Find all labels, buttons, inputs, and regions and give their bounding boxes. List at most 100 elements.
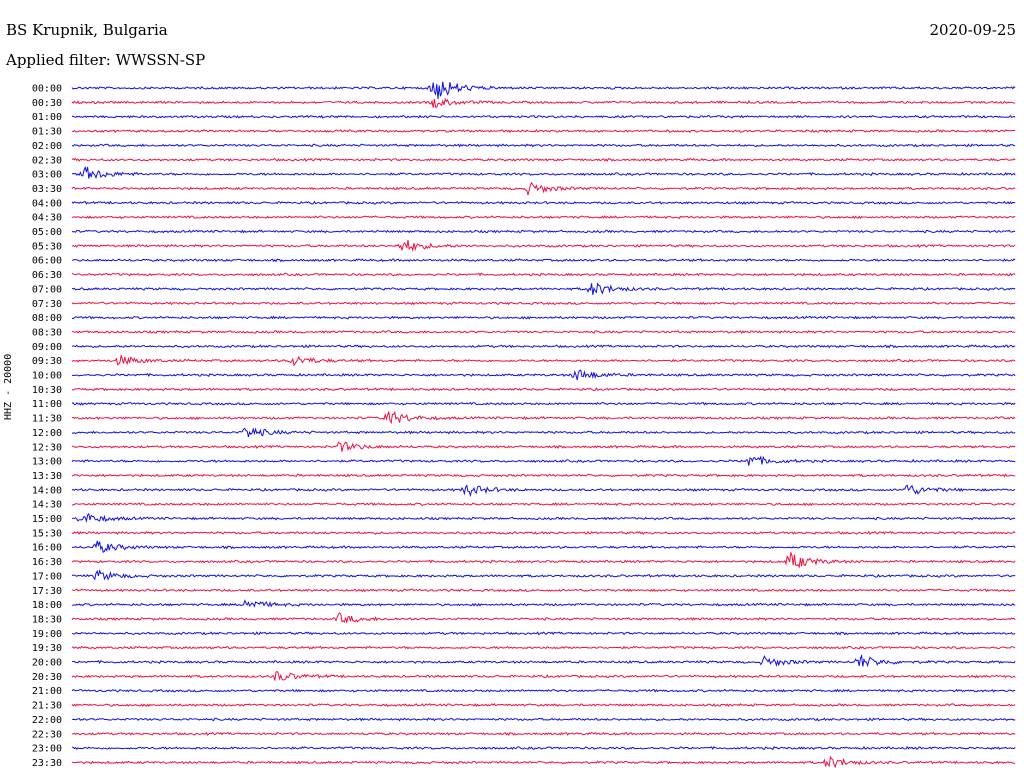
time-tick-label: 08:00	[32, 313, 62, 324]
time-tick-label: 07:30	[32, 299, 62, 310]
time-tick-label: 05:30	[32, 241, 62, 252]
time-tick-label: 19:00	[32, 629, 62, 640]
filter-label: Applied filter: WWSSN-SP	[6, 51, 206, 69]
trace-row	[71, 410, 1016, 425]
time-tick-label: 13:00	[32, 457, 62, 468]
time-tick-label: 16:00	[32, 543, 62, 554]
trace-row	[71, 369, 1016, 381]
trace-row	[71, 200, 1016, 205]
time-tick-label: 04:30	[32, 213, 62, 224]
time-tick-label: 21:30	[32, 701, 62, 712]
time-tick-label: 14:30	[32, 500, 62, 511]
time-tick-label: 21:00	[32, 686, 62, 697]
trace-row	[71, 229, 1016, 234]
trace-row	[71, 181, 1016, 196]
time-tick-label: 03:30	[32, 184, 62, 195]
time-tick-label: 18:30	[32, 614, 62, 625]
trace-row	[71, 717, 1016, 722]
trace-row	[71, 427, 1016, 438]
time-tick-labels: 00:00 00:30 01:00 01:30 02:00 02:30 03:00 03:30…	[32, 84, 62, 769]
trace-row	[71, 671, 1016, 681]
time-tick-label: 04:00	[32, 198, 62, 209]
time-tick-label: 01:00	[32, 112, 62, 123]
trace-row	[71, 81, 1016, 100]
trace-row	[71, 401, 1016, 406]
trace-row	[71, 745, 1016, 751]
trace-row	[71, 653, 1016, 668]
trace-row	[71, 97, 1016, 108]
time-tick-label: 00:30	[32, 98, 62, 109]
trace-row	[71, 512, 1016, 524]
time-tick-label: 23:30	[32, 758, 62, 769]
trace-row	[71, 114, 1016, 119]
trace-row	[71, 473, 1016, 478]
trace-row	[71, 157, 1016, 162]
time-tick-label: 12:30	[32, 442, 62, 453]
trace-row	[71, 612, 1016, 624]
trace-row	[71, 484, 1016, 498]
trace-row	[71, 387, 1016, 392]
date-label: 2020-09-25	[929, 21, 1016, 39]
trace-row	[71, 455, 1016, 466]
time-tick-label: 01:30	[32, 127, 62, 138]
trace-row	[71, 755, 1016, 769]
time-tick-label: 06:00	[32, 256, 62, 267]
time-tick-label: 19:30	[32, 643, 62, 654]
time-tick-label: 07:00	[32, 284, 62, 295]
trace-row	[71, 240, 1016, 252]
time-tick-label: 22:00	[32, 715, 62, 726]
trace-row	[71, 282, 1016, 295]
time-tick-label: 22:30	[32, 729, 62, 740]
trace-row	[71, 588, 1016, 593]
time-tick-label: 09:30	[32, 356, 62, 367]
trace-row	[71, 129, 1016, 134]
time-tick-label: 14:00	[32, 485, 62, 496]
time-tick-label: 20:00	[32, 658, 62, 669]
trace-row	[71, 731, 1016, 736]
trace-row	[71, 301, 1016, 306]
trace-row	[71, 631, 1016, 636]
trace-row	[71, 599, 1016, 608]
time-tick-label: 02:00	[32, 141, 62, 152]
trace-row	[71, 272, 1016, 277]
time-tick-label: 23:00	[32, 744, 62, 755]
trace-row	[71, 329, 1016, 335]
station-title: BS Krupnik, Bulgaria	[6, 21, 168, 39]
trace-row	[71, 165, 1016, 179]
trace-row	[71, 569, 1016, 581]
time-tick-label: 12:00	[32, 428, 62, 439]
trace-row	[71, 552, 1016, 569]
time-tick-label: 08:30	[32, 327, 62, 338]
time-tick-label: 00:00	[32, 84, 62, 95]
seismic-traces	[71, 81, 1016, 769]
time-tick-label: 18:00	[32, 600, 62, 611]
trace-row	[71, 688, 1016, 693]
trace-row	[71, 540, 1016, 554]
trace-row	[71, 355, 1016, 367]
trace-row	[71, 645, 1016, 650]
trace-row	[71, 441, 1016, 452]
trace-row	[71, 258, 1016, 263]
trace-row	[71, 143, 1016, 148]
time-tick-label: 17:00	[32, 571, 62, 582]
time-tick-label: 03:00	[32, 170, 62, 181]
time-tick-label: 11:30	[32, 414, 62, 425]
time-tick-label: 16:30	[32, 557, 62, 568]
trace-row	[71, 703, 1016, 708]
time-tick-label: 13:30	[32, 471, 62, 482]
time-tick-label: 17:30	[32, 586, 62, 597]
trace-row	[71, 502, 1016, 507]
trace-row	[71, 215, 1016, 220]
time-tick-label: 06:30	[32, 270, 62, 281]
time-tick-label: 15:30	[32, 528, 62, 539]
time-tick-label: 10:30	[32, 385, 62, 396]
trace-row	[71, 530, 1016, 535]
time-tick-label: 05:00	[32, 227, 62, 238]
trace-row	[71, 344, 1016, 349]
time-tick-label: 11:00	[32, 399, 62, 410]
time-tick-label: 10:00	[32, 371, 62, 382]
time-tick-label: 15:00	[32, 514, 62, 525]
time-tick-label: 02:30	[32, 155, 62, 166]
time-tick-label: 20:30	[32, 672, 62, 683]
